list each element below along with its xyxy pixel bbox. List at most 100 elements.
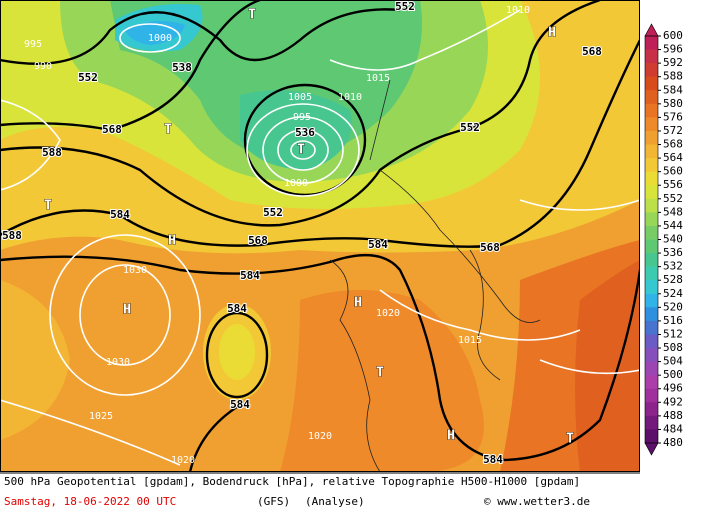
colorbar-band: [645, 185, 658, 200]
colorbar-tick-label: 528: [663, 273, 683, 286]
colorbar-bottom-arrow: [644, 442, 659, 456]
colorbar-tick-label: 560: [663, 165, 683, 178]
contour-label: 588: [42, 146, 62, 159]
colorbar-band: [645, 198, 658, 213]
colorbar-tick-label: 508: [663, 341, 683, 354]
caption: 500 hPa Geopotential [gpdam], Bodendruck…: [0, 472, 640, 508]
colorbar-band: [645, 225, 658, 240]
colorbar-tick-label: 536: [663, 246, 683, 259]
colorbar-tick-label: 576: [663, 110, 683, 123]
pressure-center-label: T: [44, 199, 52, 214]
colorbar-tick-label: 520: [663, 300, 683, 313]
pressure-center-label: H: [123, 303, 131, 318]
colorbar-band: [645, 253, 658, 268]
colorbar-band: [645, 144, 658, 159]
colorbar-tick-label: 592: [663, 56, 683, 69]
contour-label: 568: [102, 123, 122, 136]
colorbar-band: [645, 36, 658, 51]
colorbar-tick-label: 564: [663, 151, 683, 164]
pressure-center-label: T: [297, 143, 305, 158]
colorbar-band: [645, 348, 658, 363]
colorbar-tick-label: 504: [663, 355, 683, 368]
isobar-label: 1030: [106, 357, 130, 368]
isobar-label: 1010: [338, 92, 362, 103]
colorbar-band: [645, 307, 658, 322]
caption-model: (GFS): [257, 495, 290, 508]
contour-label: 552: [395, 0, 415, 13]
isobar-label: 1020: [308, 431, 332, 442]
isobar-label: 1005: [288, 92, 312, 103]
colorbar-band: [645, 280, 658, 295]
isobar-label: 995: [293, 112, 311, 123]
geopotential-contours: [0, 0, 640, 472]
colorbar-tick-label: 556: [663, 178, 683, 191]
contour-label: 538: [172, 61, 192, 74]
colorbar-band: [645, 334, 658, 349]
colorbar-tick-label: 492: [663, 395, 683, 408]
colorbar-band: [645, 415, 658, 430]
contour-label: 568: [582, 45, 602, 58]
colorbar: 6005965925885845805765725685645605565525…: [644, 23, 683, 456]
colorbar-band: [645, 90, 658, 105]
colorbar-band: [645, 429, 658, 444]
colorbar-band: [645, 320, 658, 335]
pressure-center-label: H: [354, 296, 362, 311]
colorbar-band: [645, 103, 658, 118]
pressure-center-label: T: [566, 432, 574, 447]
isobar-label: 1030: [123, 265, 147, 276]
isobar-label: 1020: [376, 308, 400, 319]
pressure-center-label: T: [248, 8, 256, 23]
contour-label: 584: [110, 208, 130, 221]
pressure-center-label: T: [164, 123, 172, 138]
colorbar-tick-label: 524: [663, 287, 683, 300]
colorbar-tick-label: 544: [663, 219, 683, 232]
colorbar-band: [645, 130, 658, 146]
contour-label: 584: [227, 302, 247, 315]
caption-copyright: © www.wetter3.de: [484, 495, 590, 508]
caption-date: Samstag, 18-06-2022 00 UTC: [4, 495, 176, 508]
contour-label: 552: [78, 71, 98, 84]
colorbar-tick-label: 568: [663, 138, 683, 151]
colorbar-tick-label: 588: [663, 70, 683, 83]
contour-label: 584: [230, 398, 250, 411]
colorbar-tick-label: 532: [663, 260, 683, 273]
isobar-label: 1020: [171, 455, 195, 466]
isobar-label: 1025: [89, 411, 113, 422]
colorbar-tick-label: 488: [663, 409, 683, 422]
colorbar-tick-label: 500: [663, 368, 683, 381]
colorbar-band: [645, 158, 658, 173]
coastlines: [329, 79, 541, 472]
colorbar-band: [645, 171, 658, 186]
colorbar-band: [645, 212, 658, 227]
colorbar-tick-label: 548: [663, 205, 683, 218]
isobar-label: 1015: [458, 335, 482, 346]
colorbar-tick-label: 580: [663, 97, 683, 110]
colorbar-band: [645, 388, 658, 403]
isobar-label: 1000: [148, 33, 172, 44]
colorbar-tick-label: 572: [663, 124, 683, 137]
colorbar-band: [645, 266, 658, 281]
colorbar-tick-label: 540: [663, 233, 683, 246]
colorbar-tick-label: 484: [663, 422, 683, 435]
colorbar-tick-label: 496: [663, 382, 683, 395]
contour-label: 584: [483, 453, 503, 466]
colorbar-band: [645, 239, 658, 254]
contour-label: 584: [240, 269, 260, 282]
colorbar-top-arrow: [644, 23, 659, 37]
colorbar-tick-label: 480: [663, 436, 683, 449]
colorbar-tick-label: 596: [663, 43, 683, 56]
colorbar-band: [645, 375, 658, 390]
pressure-center-label: H: [548, 26, 556, 41]
colorbar-tick-label: 512: [663, 327, 683, 340]
pressure-center-label: H: [168, 234, 176, 249]
colorbar-band: [645, 76, 658, 91]
contour-label: 584: [368, 238, 388, 251]
contour-label: 568: [480, 241, 500, 254]
colorbar-band: [645, 293, 658, 308]
contour-label: 568: [248, 234, 268, 247]
pressure-center-label: T: [376, 366, 384, 381]
pressure-center-label: H: [447, 429, 455, 444]
colorbar-band: [645, 49, 658, 64]
isobars: [0, 9, 640, 466]
